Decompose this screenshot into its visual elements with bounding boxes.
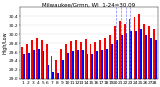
Bar [119,21,121,79]
Bar [90,44,91,79]
Bar [96,51,98,79]
Bar [91,54,93,79]
Bar [143,24,145,79]
Bar [33,50,35,79]
Bar [94,42,96,79]
Bar [60,49,62,79]
Bar [85,39,87,79]
Bar [104,38,106,79]
Bar [55,60,57,79]
Bar [82,50,84,79]
Bar [72,51,74,79]
Bar [77,50,79,79]
Title: Milwaukee/Grmn, WI  1-24=30.09: Milwaukee/Grmn, WI 1-24=30.09 [42,2,136,7]
Y-axis label: High/Low: High/Low [2,32,7,54]
Bar [109,35,111,79]
Bar [106,49,108,79]
Bar [111,44,113,79]
Bar [145,35,147,79]
Bar [28,53,30,79]
Bar [65,44,67,79]
Bar [155,40,157,79]
Bar [101,50,103,79]
Bar [135,31,137,79]
Bar [114,26,116,79]
Bar [38,49,40,79]
Bar [99,40,101,79]
Bar [21,47,23,79]
Bar [36,38,38,79]
Bar [148,26,150,79]
Bar [75,40,77,79]
Bar [26,44,28,79]
Bar [116,40,118,79]
Bar [52,72,54,79]
Bar [51,56,52,79]
Bar [70,41,72,79]
Bar [67,53,69,79]
Bar [31,40,33,79]
Bar [121,35,123,79]
Bar [41,40,43,79]
Bar [153,29,155,79]
Bar [130,31,132,79]
Bar [62,60,64,79]
Bar [138,14,140,79]
Bar [87,54,88,79]
Bar [129,19,130,79]
Bar [48,65,49,79]
Bar [23,54,25,79]
Bar [43,51,44,79]
Bar [133,17,135,79]
Bar [126,33,128,79]
Bar [150,38,152,79]
Bar [140,29,142,79]
Bar [57,74,59,79]
Bar [46,44,48,79]
Bar [80,42,82,79]
Bar [124,24,126,79]
